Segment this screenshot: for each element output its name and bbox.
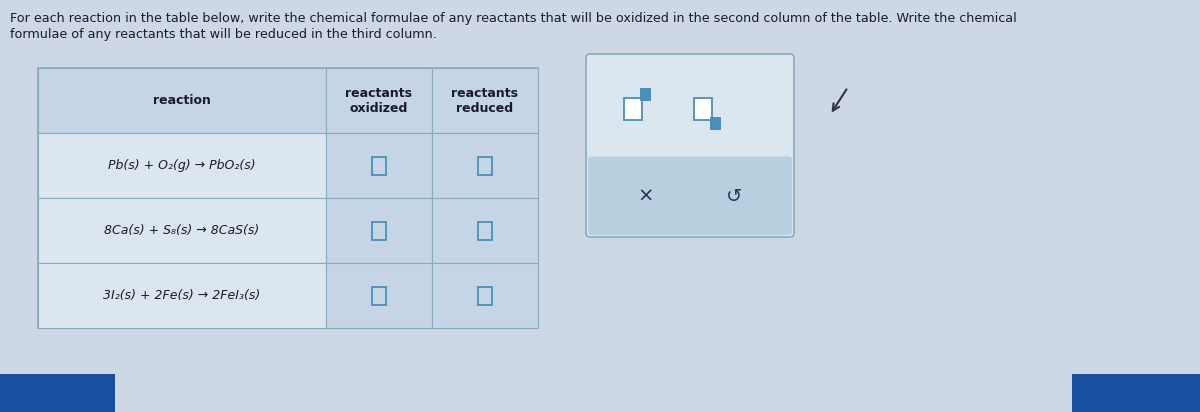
- Text: reactants
reduced: reactants reduced: [451, 87, 518, 115]
- Bar: [38, 68, 325, 133]
- Bar: [592, 159, 790, 232]
- Bar: [478, 157, 492, 175]
- Text: reaction: reaction: [152, 94, 211, 107]
- Bar: [0, 374, 115, 412]
- Text: 3I₂(s) + 2Fe(s) → 2FeI₃(s): 3I₂(s) + 2Fe(s) → 2FeI₃(s): [103, 289, 260, 302]
- Text: ×: ×: [638, 187, 654, 206]
- Bar: [325, 133, 432, 198]
- Bar: [372, 157, 385, 175]
- FancyBboxPatch shape: [588, 157, 792, 235]
- Bar: [710, 117, 721, 130]
- Bar: [325, 198, 432, 263]
- FancyBboxPatch shape: [586, 54, 794, 237]
- Bar: [432, 133, 538, 198]
- Bar: [694, 98, 712, 120]
- Bar: [478, 286, 492, 304]
- Bar: [38, 68, 538, 328]
- Text: formulae of any reactants that will be reduced in the third column.: formulae of any reactants that will be r…: [10, 28, 437, 41]
- Bar: [325, 263, 432, 328]
- Text: ↺: ↺: [726, 187, 742, 206]
- Bar: [432, 263, 538, 328]
- Bar: [372, 222, 385, 239]
- Bar: [38, 198, 325, 263]
- Text: reactants
oxidized: reactants oxidized: [346, 87, 412, 115]
- Bar: [478, 222, 492, 239]
- Bar: [624, 98, 642, 120]
- Bar: [325, 68, 432, 133]
- Text: For each reaction in the table below, write the chemical formulae of any reactan: For each reaction in the table below, wr…: [10, 12, 1016, 25]
- Bar: [38, 133, 325, 198]
- Bar: [432, 198, 538, 263]
- Bar: [1072, 374, 1200, 412]
- Bar: [432, 68, 538, 133]
- Bar: [640, 88, 650, 101]
- Bar: [38, 263, 325, 328]
- Bar: [372, 286, 385, 304]
- Text: Pb(s) + O₂(g) → PbO₂(s): Pb(s) + O₂(g) → PbO₂(s): [108, 159, 256, 172]
- Text: 8Ca(s) + S₈(s) → 8CaS(s): 8Ca(s) + S₈(s) → 8CaS(s): [104, 224, 259, 237]
